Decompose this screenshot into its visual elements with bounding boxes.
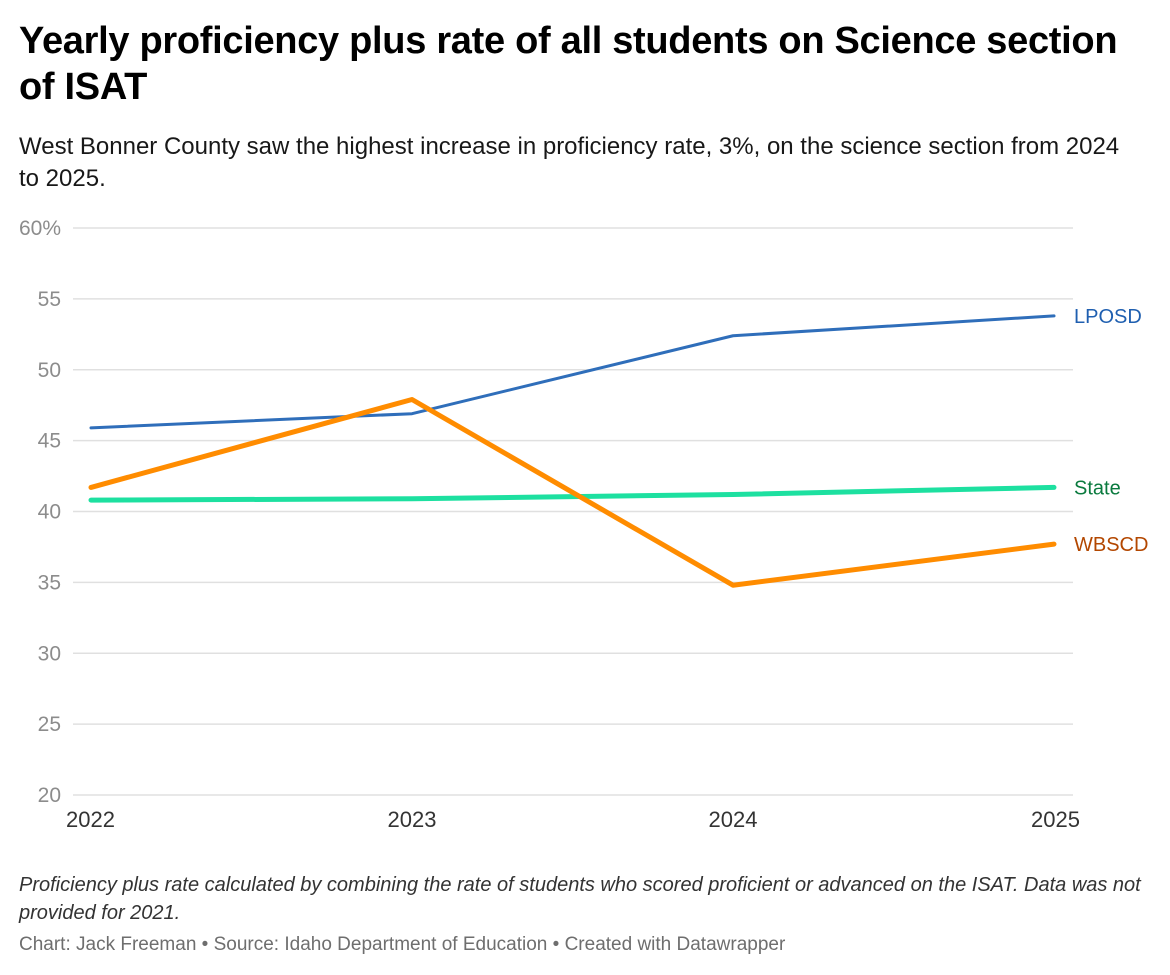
chart-title: Yearly proficiency plus rate of all stud… (19, 20, 1118, 108)
x-axis-ticks: 2022 2023 2024 2025 (66, 807, 1080, 832)
y-tick-label: 25 (38, 713, 61, 736)
y-tick-label: 40 (38, 501, 61, 524)
chart-subtitle: West Bonner County saw the highest incre… (19, 133, 1120, 192)
y-tick-label: 45 (38, 430, 61, 453)
y-tick-label: 30 (38, 642, 61, 665)
y-tick-label: 20 (38, 784, 61, 807)
chart-byline: Chart: Jack Freeman • Source: Idaho Depa… (19, 934, 786, 955)
series-lines (88, 314, 1057, 588)
series-label-state: State (1074, 477, 1121, 499)
series-labels: State LPOSD WBSCD (1074, 306, 1148, 556)
series-label-lposd: LPOSD (1074, 306, 1142, 328)
x-tick-label: 2023 (388, 807, 437, 832)
series-line-lposd (89, 314, 1056, 430)
x-tick-label: 2024 (709, 807, 758, 832)
y-tick-label: 35 (38, 571, 61, 594)
series-line-wbscd (88, 397, 1057, 588)
chart-note: Proficiency plus rate calculated by comb… (19, 874, 1141, 924)
y-tick-label: 55 (38, 288, 61, 311)
y-tick-label: 60% (19, 217, 61, 240)
x-tick-label: 2022 (66, 807, 115, 832)
series-label-wbscd: WBSCD (1074, 534, 1148, 556)
gridlines (73, 227, 1073, 796)
y-tick-label: 50 (38, 359, 61, 382)
series-line-state (88, 484, 1057, 503)
y-axis-ticks: 20 25 30 35 40 45 50 55 60% (19, 217, 61, 807)
x-tick-label: 2025 (1031, 807, 1080, 832)
